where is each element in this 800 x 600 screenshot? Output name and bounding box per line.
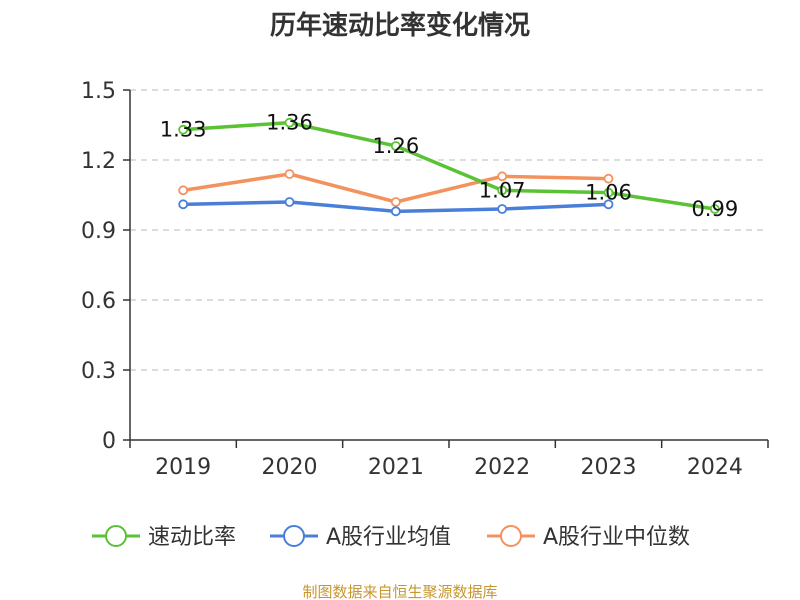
- legend-label: A股行业中位数: [543, 525, 690, 550]
- data-point: [178, 124, 189, 135]
- legend-item[interactable]: 速动比率: [92, 525, 236, 550]
- legend-label: 速动比率: [148, 525, 236, 550]
- data-point: [284, 197, 295, 207]
- legend-marker: [283, 525, 305, 547]
- data-label: 1.06: [585, 181, 632, 205]
- x-tick-label: 2024: [687, 455, 743, 480]
- x-tick-label: 2019: [155, 455, 211, 480]
- y-tick-label: 0: [102, 429, 116, 454]
- data-label: 0.99: [691, 197, 738, 221]
- axes: 0 0.3 0.6 0.9 1.2 1.5 2019 2020 2021 2022 2023 2024: [81, 79, 769, 480]
- y-tick-label: 0.6: [81, 289, 116, 314]
- data-label: 1.07: [479, 178, 526, 202]
- legend-item[interactable]: A股行业均值: [270, 525, 451, 550]
- y-tick-label: 0.3: [81, 359, 116, 384]
- series-line: [183, 120, 716, 211]
- data-labels: 1.33 1.36 1.26 1.07 1.06 0.99: [160, 111, 738, 221]
- data-point: [497, 171, 508, 182]
- legend-marker: [500, 525, 522, 547]
- data-point: [178, 199, 189, 210]
- data-label: 1.36: [266, 111, 313, 135]
- data-point: [603, 187, 614, 198]
- series-lines: [178, 117, 720, 217]
- source-note: 制图数据来自恒生聚源数据库: [302, 583, 497, 600]
- data-point: [284, 169, 295, 179]
- data-label: 1.26: [372, 134, 419, 158]
- x-tick-label: 2023: [581, 455, 637, 480]
- y-tick-label: 0.9: [81, 219, 116, 244]
- data-point: [603, 199, 614, 210]
- data-point: [709, 204, 720, 214]
- data-point: [390, 197, 401, 207]
- data-point: [390, 206, 401, 217]
- data-label: 1.33: [160, 118, 207, 142]
- y-tick-label: 1.2: [81, 149, 116, 174]
- x-tick-label: 2020: [262, 455, 318, 480]
- data-point: [603, 173, 614, 184]
- legend-marker: [105, 525, 127, 547]
- data-point: [284, 117, 295, 128]
- legend: 速动比率 A股行业均值 A股行业中位数: [92, 525, 690, 550]
- data-point: [497, 185, 508, 196]
- gridlines: [130, 89, 768, 371]
- data-point: [497, 204, 508, 214]
- data-point: [390, 141, 401, 151]
- y-tick-label: 1.5: [81, 79, 116, 104]
- chart-title: 历年速动比率变化情况: [270, 10, 530, 41]
- legend-item[interactable]: A股行业中位数: [487, 525, 690, 550]
- legend-label: A股行业均值: [326, 525, 451, 550]
- data-point: [178, 185, 189, 196]
- x-tick-label: 2021: [368, 455, 424, 480]
- x-tick-label: 2022: [474, 455, 530, 480]
